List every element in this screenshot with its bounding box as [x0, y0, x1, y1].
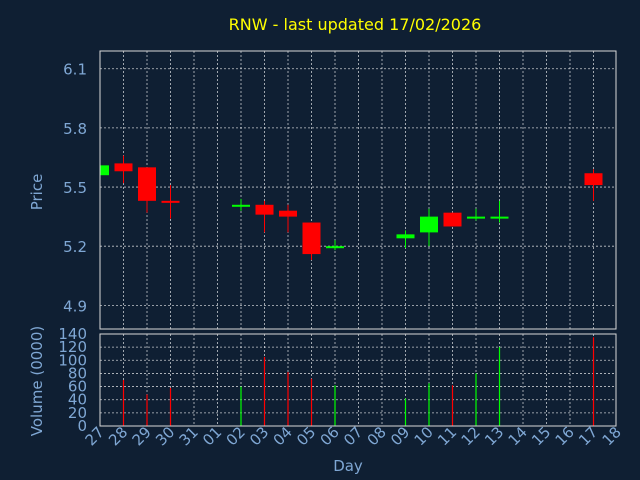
volume-tick-label: 20 [68, 404, 87, 422]
volume-tick-label: 60 [68, 378, 87, 396]
volume-tick-label: 120 [58, 338, 87, 356]
candle-body [443, 212, 462, 227]
price-panel-frame [99, 50, 617, 330]
candle-body [326, 246, 344, 249]
price-tick-label: 5.5 [63, 179, 87, 197]
volume-tick-label: 100 [58, 351, 87, 369]
price-tick-label: 4.9 [63, 297, 87, 315]
candle-body [584, 173, 603, 186]
volume-tick-label: 40 [68, 391, 87, 409]
candle-body [490, 216, 509, 219]
price-tick-label: 5.8 [63, 120, 87, 138]
volume-panel-frame [99, 333, 617, 427]
x-axis-label: Day [333, 457, 363, 475]
candle-body [279, 210, 297, 217]
candle-body [396, 234, 415, 239]
price-axis-label: Price [28, 174, 46, 211]
price-tick-labels: 6.1 5.8 5.5 5.2 4.9 [63, 61, 87, 316]
candle-body [161, 200, 180, 203]
candle-body [114, 163, 133, 172]
price-candles [99, 155, 603, 260]
candle-body [302, 222, 321, 255]
candle-body [467, 216, 485, 219]
candle-body [232, 204, 250, 207]
volume-bars [122, 337, 595, 426]
volume-tick-label: 140 [58, 325, 87, 343]
candle-body [100, 165, 109, 176]
chart-title: RNW - last updated 17/02/2026 [229, 15, 482, 34]
volume-axis-label: Volume (0000) [28, 326, 46, 436]
candle-body [138, 167, 156, 201]
volume-tick-label: 0 [77, 417, 87, 435]
day-tick-labels: 2728293031010203040506070809101112131415… [82, 423, 625, 449]
volume-tick-label: 80 [68, 364, 87, 382]
price-tick-label: 6.1 [63, 61, 87, 79]
price-grid [100, 51, 616, 329]
candle-body [255, 204, 274, 215]
candle-body [420, 216, 438, 233]
price-tick-label: 5.2 [63, 238, 87, 256]
